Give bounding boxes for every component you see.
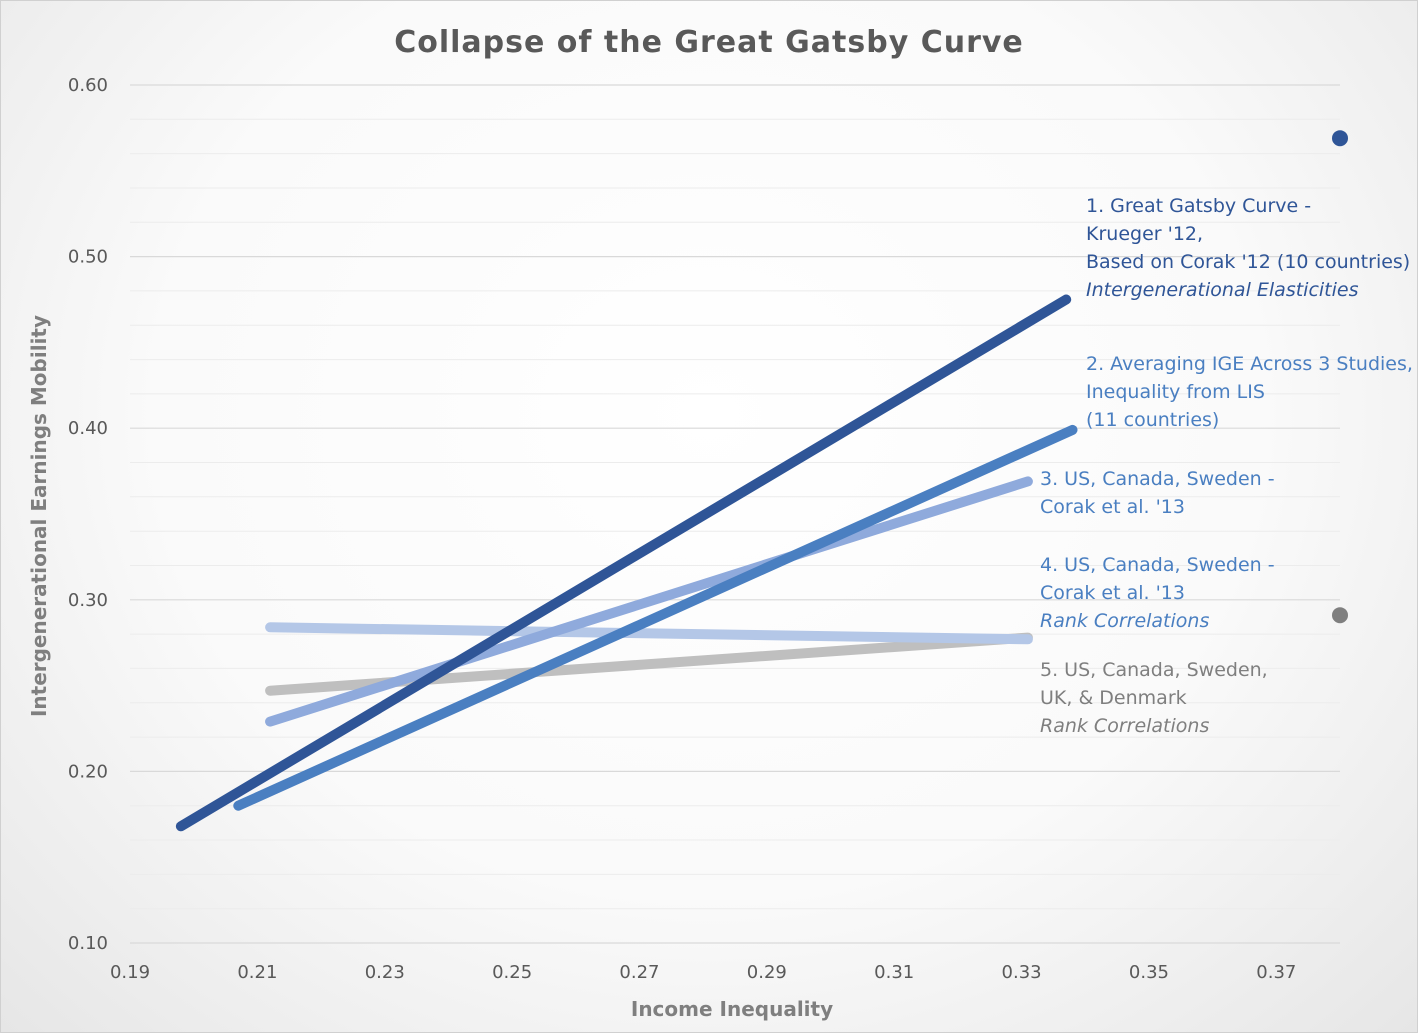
grid — [130, 84, 1340, 944]
annotation-1-line: 1. Great Gatsby Curve - — [1086, 195, 1311, 217]
annotation-4-line: Rank Correlations — [1040, 610, 1209, 632]
annotation-5-line: Rank Correlations — [1040, 715, 1209, 737]
y-tick-label: 0.20 — [68, 761, 108, 782]
x-tick-label: 0.21 — [237, 962, 277, 983]
y-axis-title: Intergenerational Earnings Mobility — [27, 315, 51, 717]
y-tick-label: 0.50 — [68, 247, 108, 268]
annotation-4-line: Corak et al. '13 — [1040, 582, 1185, 604]
annotation-5-line: 5. US, Canada, Sweden, — [1040, 659, 1268, 681]
y-axis-ticks: 0.10 0.20 0.30 0.40 0.50 0.60 — [68, 75, 108, 954]
marker-point-1 — [1332, 130, 1348, 147]
annotation-2: 2. Averaging IGE Across 3 Studies, Inequa… — [1086, 353, 1413, 431]
x-tick-label: 0.23 — [365, 962, 405, 983]
x-axis-ticks: 0.19 0.21 0.23 0.25 0.27 0.29 0.31 0.33 0.35 0.37 — [110, 962, 1296, 983]
x-tick-label: 0.31 — [874, 962, 914, 983]
annotation-2-line: Inequality from LIS — [1086, 381, 1265, 403]
annotation-1-line: Based on Corak '12 (10 countries) — [1086, 251, 1410, 273]
x-axis-title: Income Inequality — [631, 997, 833, 1021]
series-line-4 — [265, 622, 1033, 645]
series-line-2 — [233, 424, 1078, 811]
x-tick-label: 0.33 — [1002, 962, 1042, 983]
annotation-2-line: 2. Averaging IGE Across 3 Studies, — [1086, 353, 1413, 375]
marker-point-2 — [1332, 607, 1348, 624]
annotation-1: 1. Great Gatsby Curve - Krueger '12, Based… — [1086, 195, 1410, 301]
annotation-4-line: 4. US, Canada, Sweden - — [1040, 554, 1275, 576]
x-tick-label: 0.19 — [110, 962, 150, 983]
annotation-5-line: UK, & Denmark — [1040, 687, 1187, 709]
points-layer — [1332, 130, 1348, 624]
annotation-1-line: Krueger '12, — [1086, 223, 1203, 245]
chart-title: Collapse of the Great Gatsby Curve — [394, 25, 1024, 60]
y-tick-label: 0.40 — [68, 418, 108, 439]
y-tick-label: 0.30 — [68, 590, 108, 611]
x-tick-label: 0.37 — [1256, 962, 1296, 983]
x-tick-label: 0.25 — [492, 962, 532, 983]
annotations-layer: 1. Great Gatsby Curve - Krueger '12, Based… — [1040, 195, 1413, 737]
series-line-1 — [175, 294, 1072, 832]
x-tick-label: 0.35 — [1129, 962, 1169, 983]
annotation-4: 4. US, Canada, Sweden - Corak et al. '13 R… — [1040, 554, 1275, 632]
x-tick-label: 0.29 — [747, 962, 787, 983]
annotation-3-line: 3. US, Canada, Sweden - — [1040, 468, 1275, 490]
annotation-1-line: Intergenerational Elasticities — [1086, 279, 1359, 301]
series-layer — [175, 294, 1078, 832]
annotation-3: 3. US, Canada, Sweden - Corak et al. '13 — [1040, 468, 1275, 518]
series-line-3 — [265, 476, 1033, 727]
annotation-5: 5. US, Canada, Sweden, UK, & Denmark Rank … — [1040, 659, 1268, 737]
x-tick-label: 0.27 — [619, 962, 659, 983]
annotation-3-line: Corak et al. '13 — [1040, 496, 1185, 518]
y-tick-label: 0.60 — [68, 75, 108, 96]
y-tick-label: 0.10 — [68, 933, 108, 954]
annotation-2-line: (11 countries) — [1086, 409, 1219, 431]
